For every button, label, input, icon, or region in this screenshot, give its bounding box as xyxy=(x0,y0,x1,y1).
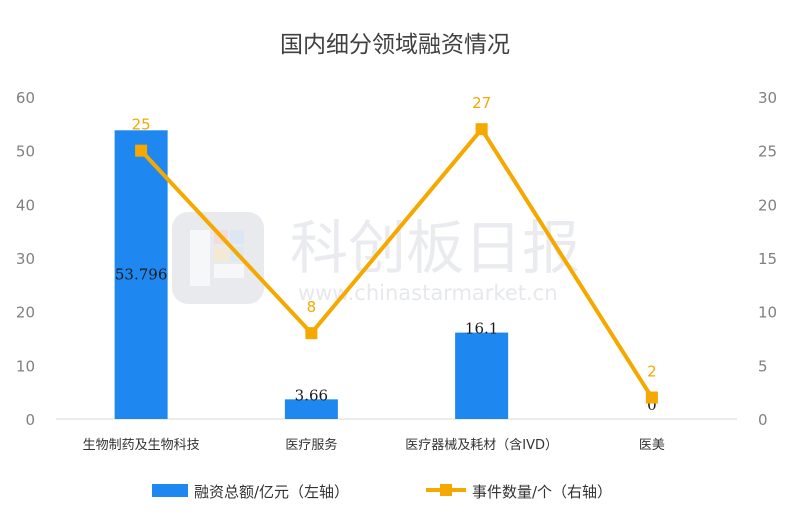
bar xyxy=(114,130,168,419)
line-data-label: 25 xyxy=(132,116,151,134)
watermark-logo-icon xyxy=(172,212,264,304)
y-left-tick-label: 50 xyxy=(16,143,35,161)
y-right-tick-label: 30 xyxy=(758,89,777,107)
legend: 融资总额/亿元（左轴） 事件数量/个（右轴） xyxy=(152,483,612,501)
chart-title: 国内细分领域融资情况 xyxy=(280,32,510,58)
line-point xyxy=(135,144,148,157)
y-right-tick-label: 25 xyxy=(758,143,777,161)
y-right-tick-label: 0 xyxy=(758,411,768,429)
line-data-label: 8 xyxy=(307,298,317,316)
y-left-tick-label: 40 xyxy=(16,196,35,214)
x-category-label: 生物制药及生物科技 xyxy=(83,438,200,453)
bar xyxy=(455,332,509,419)
x-category-label: 医疗器械及耗材（含IVD） xyxy=(405,437,558,453)
bar-data-label: 53.796 xyxy=(115,266,168,284)
x-category-label: 医美 xyxy=(639,438,665,453)
watermark-url: www.chinastarmarket.cn xyxy=(298,281,558,305)
y-right-tick-label: 20 xyxy=(758,196,777,214)
y-right-tick-label: 15 xyxy=(758,250,777,268)
line-point xyxy=(645,391,658,404)
line-data-label: 2 xyxy=(647,363,657,381)
bar-data-label: 3.66 xyxy=(295,386,328,404)
bar-data-label: 0 xyxy=(647,396,657,414)
y-left-tick-label: 30 xyxy=(16,250,35,268)
bar-series: 53.796 3.66 16.1 0 xyxy=(114,130,657,419)
line-point xyxy=(475,123,488,136)
legend-bar-label: 融资总额/亿元（左轴） xyxy=(194,483,349,501)
line-point xyxy=(305,327,318,340)
line-data-label: 27 xyxy=(472,94,491,112)
watermark: 科创板日报 www.chinastarmarket.cn xyxy=(172,212,580,305)
watermark-name: 科创板日报 xyxy=(290,214,580,282)
y-left-tick-label: 20 xyxy=(16,304,35,322)
y-left-tick-label: 60 xyxy=(16,89,35,107)
x-category-label: 医疗服务 xyxy=(285,437,337,453)
y-left-tick-label: 10 xyxy=(16,357,35,375)
bar-data-label: 16.1 xyxy=(465,320,498,338)
legend-bar-swatch xyxy=(152,484,188,497)
bar xyxy=(284,399,338,419)
y-right-tick-label: 10 xyxy=(758,304,777,322)
y-left-tick-label: 0 xyxy=(25,411,35,429)
legend-line-marker xyxy=(440,484,452,496)
line-path xyxy=(139,127,654,399)
line-series: 25 8 27 2 xyxy=(132,94,658,404)
legend-line-label: 事件数量/个（右轴） xyxy=(472,483,612,501)
y-right-tick-label: 5 xyxy=(758,357,768,375)
